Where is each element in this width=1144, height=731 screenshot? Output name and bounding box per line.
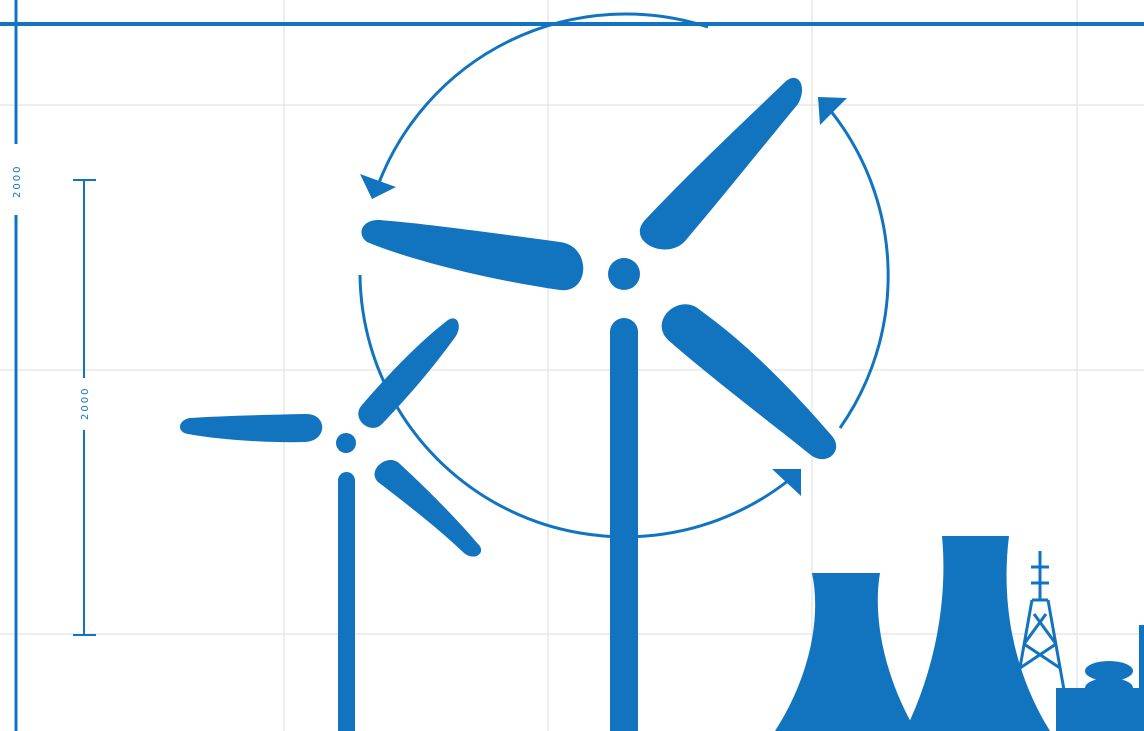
left-edge-dimension-label: 2000 [12,165,23,198]
wind-turbine-large-icon [361,77,837,731]
large-turbine-hub [608,258,640,290]
small-turbine-tower [338,472,355,731]
small-turbine-blade-upper [358,318,459,428]
large-turbine-tower [610,318,638,731]
large-turbine-blade-upper [639,77,803,250]
rotation-arrow-icon [358,12,890,539]
large-turbine-blade-left [361,219,584,291]
cooling-tower-right [905,536,1050,731]
cooling-tower-left [775,573,916,731]
rotation-arrowheads [360,97,847,496]
small-turbine-blade-lower [374,460,482,557]
inner-dimension-label: 2000 [80,387,91,420]
small-turbine-blade-left [179,413,323,443]
transmission-tower-icon [1014,551,1066,691]
inner-dimension-bracket [73,179,96,636]
large-turbine-blade-lower [661,304,837,460]
wind-turbine-small-icon [179,318,482,731]
cooling-tower-icon [775,536,1050,731]
small-turbine-hub [336,433,356,453]
industrial-tank-icon [1056,625,1144,731]
